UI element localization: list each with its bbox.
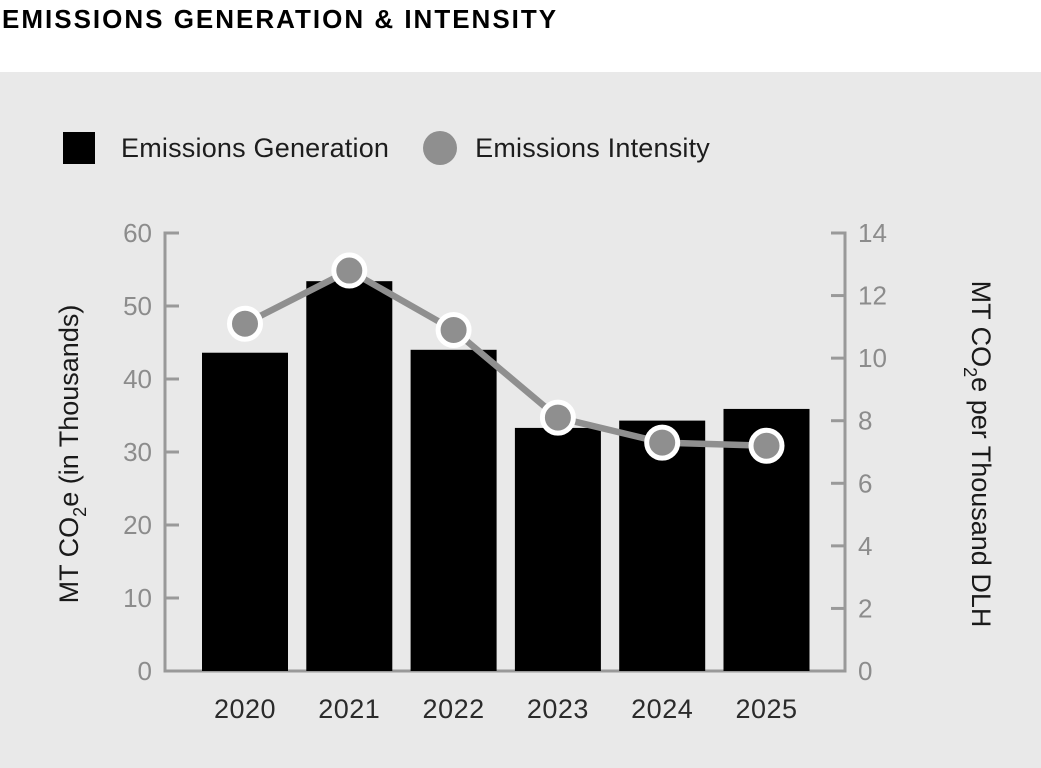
x-axis-label-2021: 2021 [318, 694, 380, 724]
right-axis-tick-label-12: 12 [858, 281, 887, 311]
intensity-markers [227, 252, 785, 464]
x-axis-label-2024: 2024 [631, 694, 693, 724]
intensity-dot-2021 [331, 252, 368, 289]
bar-2024 [619, 420, 706, 671]
right-axis-tick-label-0: 0 [858, 656, 872, 686]
right-axis-tick-label-8: 8 [858, 406, 872, 436]
left-axis: 0 10 20 30 40 50 60 [123, 218, 179, 686]
right-axis-tick-label-14: 14 [858, 218, 887, 248]
intensity-dot-2023 [539, 399, 576, 436]
left-axis-tick-label-30: 30 [123, 437, 152, 467]
left-axis-tick-label-0: 0 [138, 656, 152, 686]
left-axis-title: MT CO2e (in Thousands) [54, 305, 90, 604]
left-axis-tick-label-60: 60 [123, 218, 152, 248]
x-axis-label-2022: 2022 [423, 694, 485, 724]
legend-swatch-generation [63, 132, 95, 164]
chart-panel: 0 10 20 30 40 50 60 0 2 4 6 8 10 12 14 2020 2021 2022 2023… [0, 72, 1041, 768]
legend-label-intensity: Emissions Intensity [475, 132, 711, 163]
intensity-dot-2022 [435, 311, 472, 348]
bar-2020 [202, 352, 288, 671]
left-axis-tick-label-10: 10 [123, 583, 152, 613]
x-axis-labels: 2020 2021 2022 2023 2024 2025 [214, 694, 797, 724]
legend-label-generation: Emissions Generation [121, 132, 390, 163]
legend-swatch-intensity [423, 131, 458, 165]
x-axis-label-2023: 2023 [527, 694, 589, 724]
left-axis-tick-label-20: 20 [123, 510, 152, 540]
x-axis-label-2025: 2025 [735, 694, 797, 724]
intensity-dot-2025 [748, 427, 785, 464]
right-axis-tick-label-10: 10 [858, 343, 887, 373]
bar-2023 [514, 427, 601, 671]
right-axis-tick-label-2: 2 [858, 593, 872, 623]
intensity-dot-2020 [227, 305, 263, 342]
chart-legend: Emissions Generation Emissions Intensity [63, 130, 710, 166]
bar-2022 [410, 349, 497, 671]
emissions-chart: 0 10 20 30 40 50 60 0 2 4 6 8 10 12 14 2020 2021 2022 2023… [54, 218, 996, 724]
right-axis-title: MT CO2e per Thousand DLH [960, 281, 996, 628]
bars-emissions-generation [202, 281, 810, 671]
x-axis-label-2020: 2020 [214, 694, 276, 724]
chart-title: EMISSIONS GENERATION & INTENSITY [2, 4, 559, 34]
left-axis-tick-label-50: 50 [123, 291, 152, 321]
right-axis: 0 2 4 6 8 10 12 14 [831, 218, 887, 686]
intensity-dot-2024 [644, 424, 681, 461]
bar-2021 [306, 281, 393, 671]
left-axis-tick-label-40: 40 [123, 364, 152, 394]
right-axis-tick-label-4: 4 [858, 531, 872, 561]
right-axis-tick-label-6: 6 [858, 468, 872, 498]
